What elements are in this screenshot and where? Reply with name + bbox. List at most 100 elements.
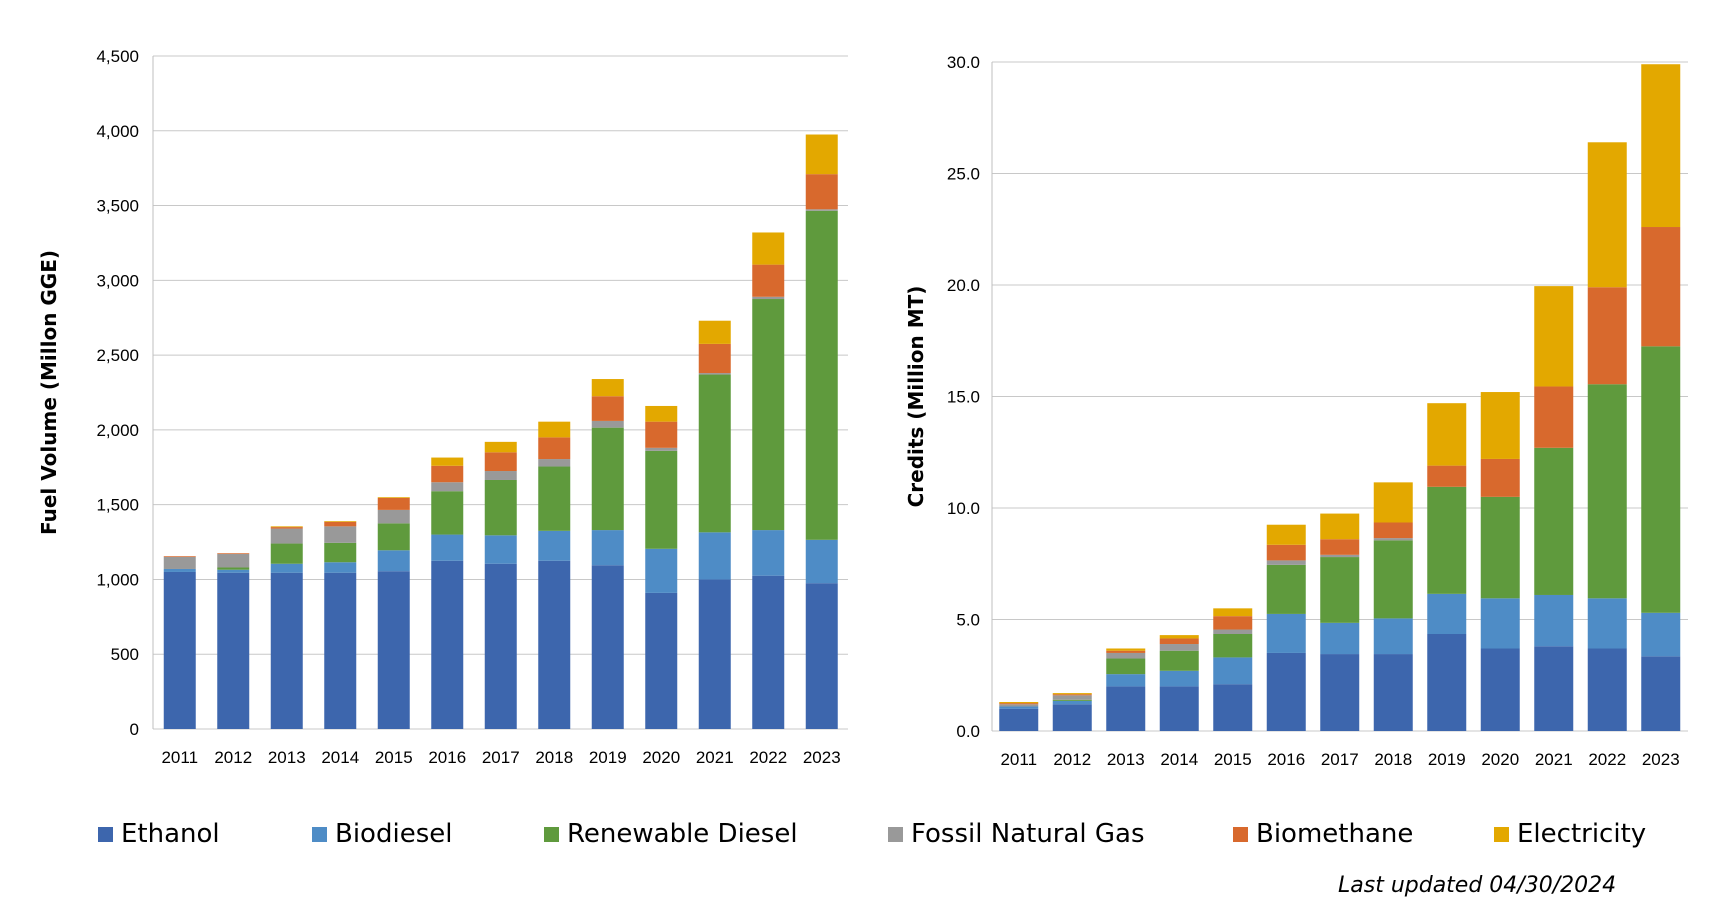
bar-segment-electricity-2017 [484, 441, 517, 453]
bar-segment-renewable-diesel-2014 [324, 542, 357, 563]
bar-segment-biomethane-2011 [163, 556, 196, 558]
bar-segment-electricity-2021 [1534, 286, 1574, 387]
y-tick-label: 2,000 [96, 421, 139, 440]
x-tick-label-2023: 2023 [1642, 750, 1680, 769]
legend-swatch-fossil-natural-gas [888, 826, 903, 842]
bar-segment-biodiesel-2012 [1052, 700, 1092, 705]
bar-segment-electricity-2013 [1106, 648, 1146, 651]
bar-segment-fossil-natural-gas-2014 [1159, 644, 1199, 651]
legend-swatch-electricity [1494, 826, 1509, 842]
bar-segment-biodiesel-2012 [217, 569, 250, 573]
legend-item-biodiesel: Biodiesel [312, 814, 452, 854]
bar-segment-ethanol-2012 [1052, 704, 1092, 731]
bar-segment-biomethane-2013 [270, 527, 303, 529]
bar-segment-biodiesel-2021 [1534, 594, 1574, 647]
x-tick-label-2012: 2012 [1053, 750, 1091, 769]
bar-segment-ethanol-2017 [484, 563, 517, 729]
bar-segment-electricity-2017 [1320, 513, 1360, 540]
bar-segment-electricity-2014 [1159, 635, 1199, 639]
bar-segment-biomethane-2020 [645, 421, 678, 448]
credits-chart: 0.0 5.0 10.0 15.0 20.0 25.0 30.0 Credits (Milli… [904, 53, 1688, 769]
bar-segment-biomethane-2021 [698, 343, 731, 374]
legend-item-renewable-diesel: Renewable Diesel [544, 814, 798, 854]
bar-segment-ethanol-2014 [1159, 686, 1199, 731]
x-tick-label-2017: 2017 [482, 748, 520, 767]
bar-segment-biodiesel-2016 [1266, 613, 1306, 653]
bar-segment-biodiesel-2022 [752, 530, 785, 576]
bar-segment-biodiesel-2021 [698, 532, 731, 580]
bar-segment-electricity-2013 [270, 526, 303, 528]
bar-segment-biodiesel-2017 [484, 535, 517, 564]
bar-segment-biomethane-2019 [1427, 465, 1467, 487]
bar-segment-fossil-natural-gas-2018 [538, 459, 571, 467]
bar-segment-fossil-natural-gas-2015 [1213, 629, 1253, 634]
y-tick-label: 0 [130, 720, 139, 739]
bar-segment-renewable-diesel-2017 [1320, 557, 1360, 623]
x-tick-label-2022: 2022 [1588, 750, 1626, 769]
bar-segment-renewable-diesel-2015 [377, 523, 410, 551]
y-tick-label: 15.0 [947, 388, 980, 407]
bar-segment-electricity-2018 [538, 421, 571, 438]
bar-segment-renewable-diesel-2018 [538, 466, 571, 531]
y-tick-label: 20.0 [947, 276, 980, 295]
bar-segment-ethanol-2014 [324, 572, 357, 729]
x-tick-label-2013: 2013 [268, 748, 306, 767]
bar-segment-fossil-natural-gas-2017 [1320, 554, 1360, 558]
bar-segment-ethanol-2023 [805, 583, 838, 729]
legend-item-biomethane: Biomethane [1233, 814, 1413, 854]
x-tick-label-2019: 2019 [1428, 750, 1466, 769]
bar-segment-fossil-natural-gas-2020 [645, 447, 678, 451]
bar-segment-renewable-diesel-2013 [1106, 658, 1146, 675]
legend-item-fossil-natural-gas: Fossil Natural Gas [888, 814, 1145, 854]
bar-segment-biomethane-2022 [752, 264, 785, 297]
x-tick-label-2014: 2014 [321, 748, 359, 767]
bar-segment-electricity-2023 [805, 134, 838, 175]
bar-segment-fossil-natural-gas-2022 [752, 296, 785, 300]
bar-segment-ethanol-2020 [1480, 648, 1520, 731]
bar-segment-renewable-diesel-2020 [645, 450, 678, 549]
bar-segment-electricity-2014 [324, 521, 357, 522]
fuel-volume-chart: 0 500 1,000 1,500 2,000 2,500 3,000 3,500 4,000 4… [37, 47, 848, 767]
bar-segment-fossil-natural-gas-2013 [1106, 652, 1146, 659]
bar-segment-fossil-natural-gas-2011 [999, 704, 1039, 707]
bar-segment-ethanol-2018 [538, 560, 571, 729]
bar-segment-renewable-diesel-2018 [1373, 540, 1413, 619]
y-tick-label: 3,000 [96, 271, 139, 290]
bar-segment-renewable-diesel-2012 [1052, 699, 1092, 701]
legend-label-renewable-diesel: Renewable Diesel [567, 819, 798, 849]
bar-segment-biomethane-2016 [431, 465, 464, 483]
bar-segment-electricity-2020 [645, 405, 678, 422]
legend-label-electricity: Electricity [1517, 819, 1647, 849]
bar-segment-ethanol-2015 [1213, 684, 1253, 731]
bar-segment-renewable-diesel-2014 [1159, 650, 1199, 671]
bar-segment-renewable-diesel-2023 [1641, 346, 1681, 613]
bar-segment-electricity-2022 [1587, 142, 1627, 288]
bar-segment-fossil-natural-gas-2012 [1052, 695, 1092, 700]
bar-segment-biomethane-2012 [217, 553, 250, 555]
bar-segment-biodiesel-2014 [1159, 670, 1199, 687]
bar-segment-fossil-natural-gas-2016 [431, 482, 464, 492]
x-tick-label-2015: 2015 [375, 748, 413, 767]
x-tick-label-2016: 2016 [1267, 750, 1305, 769]
bar-segment-renewable-diesel-2022 [752, 299, 785, 531]
bar-segment-biomethane-2014 [324, 521, 357, 527]
x-tick-label-2021: 2021 [1535, 750, 1573, 769]
bar-segment-renewable-diesel-2017 [484, 479, 517, 536]
bar-segment-renewable-diesel-2020 [1480, 496, 1520, 599]
bar-segment-biomethane-2023 [805, 174, 838, 210]
bar-segment-biomethane-2016 [1266, 544, 1306, 561]
legend: Ethanol Biodiesel Renewable Diesel Fossi… [98, 814, 1678, 854]
bar-segment-renewable-diesel-2019 [591, 427, 624, 531]
y-tick-label: 0.0 [956, 722, 980, 741]
bar-segment-biomethane-2019 [591, 396, 624, 421]
bar-segment-fossil-natural-gas-2018 [1373, 538, 1413, 541]
y-tick-label: 3,500 [96, 197, 139, 216]
x-tick-label-2011: 2011 [161, 748, 198, 767]
bar-segment-biodiesel-2017 [1320, 622, 1360, 655]
bar-segment-ethanol-2018 [1373, 654, 1413, 731]
bar-segment-fossil-natural-gas-2013 [270, 528, 303, 544]
bar-segment-biodiesel-2011 [163, 568, 196, 572]
y-tick-label: 500 [111, 645, 139, 664]
bar-segment-fossil-natural-gas-2021 [698, 373, 731, 375]
bar-segment-electricity-2019 [591, 379, 624, 397]
